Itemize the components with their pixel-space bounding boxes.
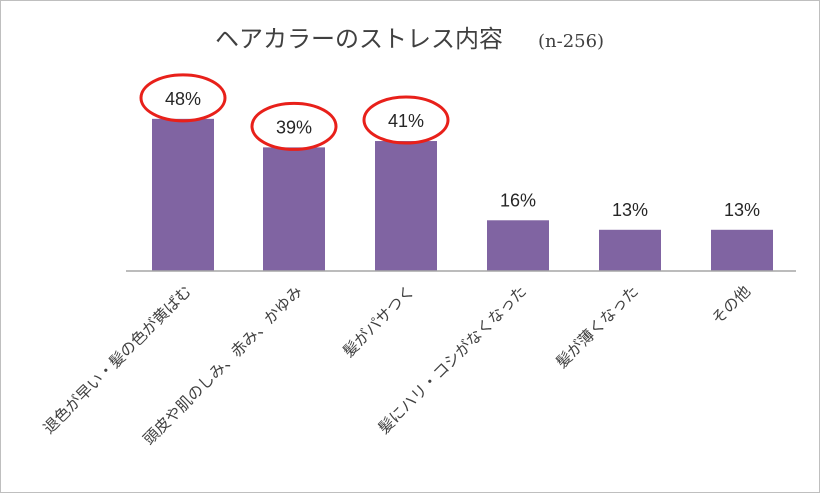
highlight-circle-1	[250, 101, 338, 151]
data-label-4: 13%	[612, 200, 648, 220]
bar-5	[711, 229, 773, 271]
chart-title: ヘアカラーのストレス内容	[215, 25, 503, 53]
highlight-circle-0	[139, 73, 227, 123]
bar-4	[599, 229, 661, 271]
highlight-circle-2	[362, 95, 450, 145]
x-tick-label-5: その他	[708, 282, 754, 328]
data-label-1: 39%	[276, 117, 312, 137]
data-label-2: 41%	[388, 111, 424, 131]
x-tick-label-2: 髪がパサつく	[340, 282, 418, 360]
bar-1	[263, 147, 325, 271]
data-label-5: 13%	[724, 200, 760, 220]
bar-3	[487, 220, 549, 271]
bar-2	[375, 141, 437, 271]
data-label-3: 16%	[500, 190, 536, 210]
bar-0	[152, 118, 214, 271]
data-label-0: 48%	[165, 89, 201, 109]
chart-subtitle: (n-256)	[538, 31, 604, 52]
x-tick-label-4: 髪が薄くなった	[553, 282, 642, 371]
